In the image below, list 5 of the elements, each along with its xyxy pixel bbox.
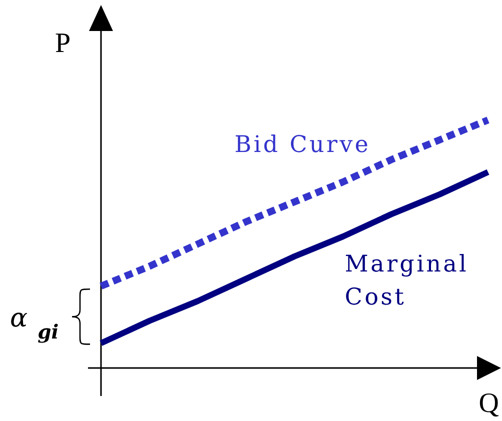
y-axis-title: P (55, 28, 71, 59)
text: α$_{gi}$ (10, 304, 59, 344)
x-axis-title: Q (478, 388, 499, 419)
series-label: Bid Curve (234, 132, 371, 158)
series-label: Marginal Cost (344, 252, 469, 311)
